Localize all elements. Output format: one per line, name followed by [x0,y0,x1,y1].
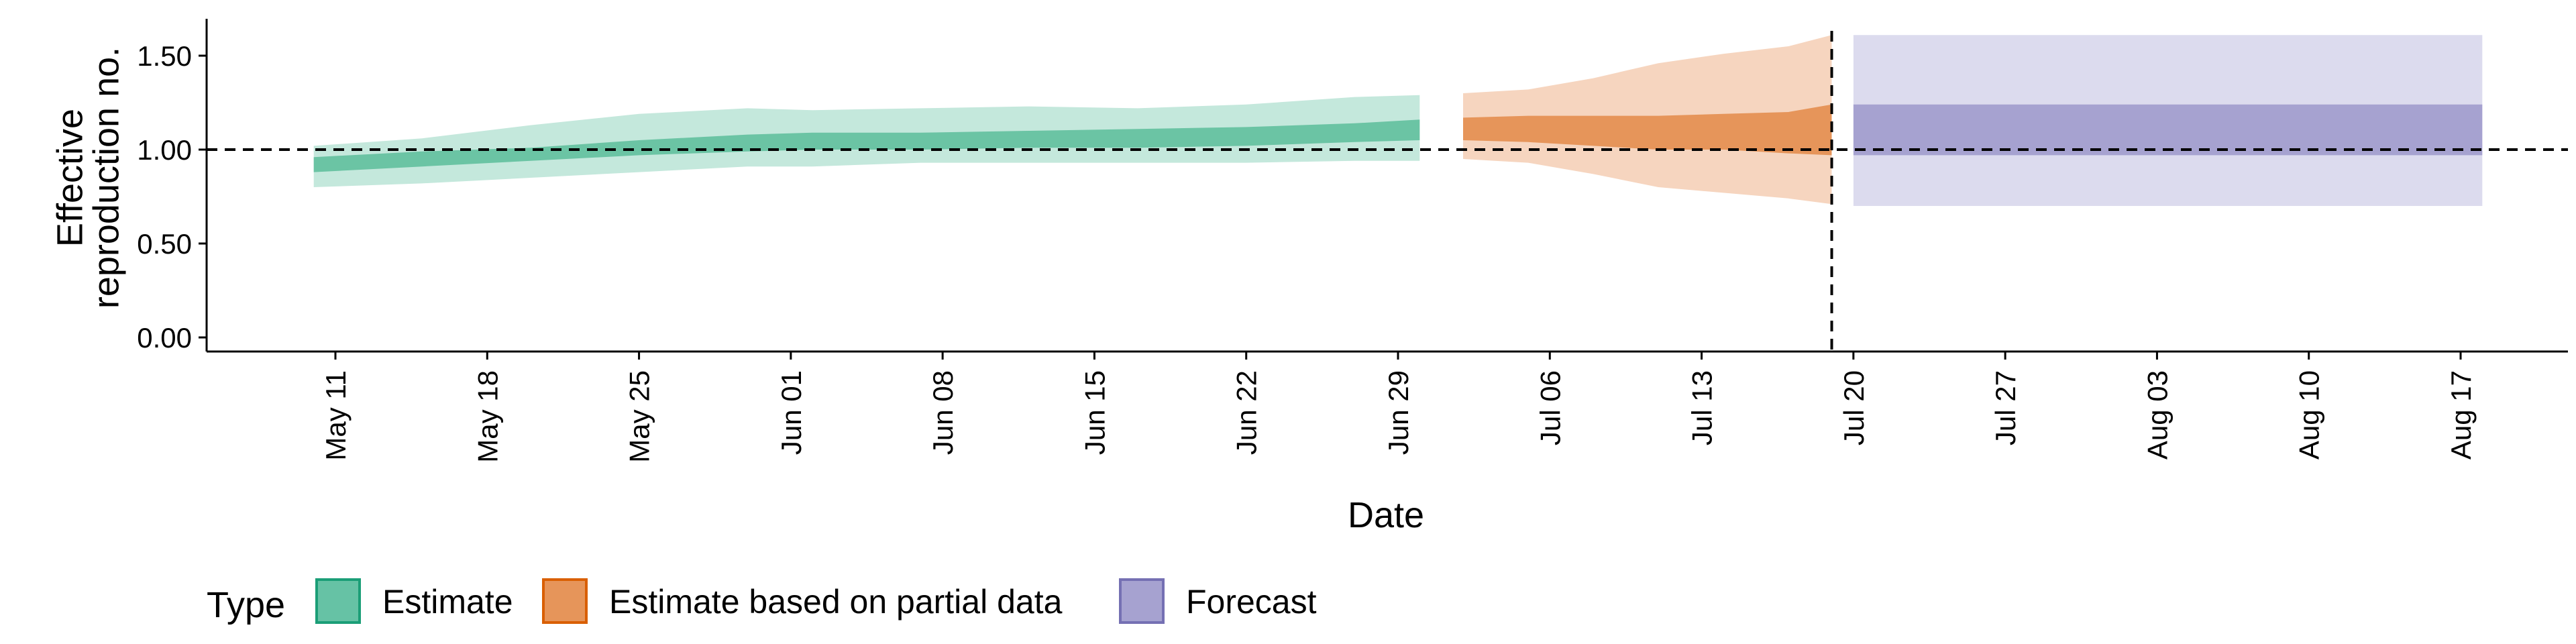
x-axis-title: Date [1348,495,1424,535]
legend-key-1 [542,578,588,624]
x-tick-label: May 11 [320,370,352,461]
uncertainty-bands [313,35,2483,207]
x-tick-label: Jun 08 [927,370,959,455]
band-inner-1 [1463,104,1832,156]
legend-label-0: Estimate [382,583,513,621]
x-tick-label: Jul 27 [1990,370,2021,445]
legend-key-2 [1119,578,1165,624]
x-tick-label: Aug 03 [2141,370,2173,460]
axes: 0.00 0.50 1.00 1.50 May 11 May 18 May 25 Jun 01… [50,19,2568,535]
legend-title: Type [207,585,285,625]
x-tick-label: Aug 10 [2294,370,2325,460]
y-axis-title: Effectivereproduction no. [50,47,126,309]
legend: Type Estimate Estimate based on partial da… [207,578,1317,625]
band-inner-2 [1853,104,2483,156]
legend-key-0 [315,578,361,624]
y-axis-title-line: Effective [50,109,90,247]
y-axis-title-line: reproduction no. [86,47,126,309]
y-tick-label: 1.00 [137,134,192,166]
x-tick-label: Jul 13 [1686,370,1718,445]
y-tick-label: 0.50 [137,228,192,260]
x-tick-label: Jun 22 [1231,370,1263,455]
x-tick-label: May 18 [472,370,503,463]
legend-label-2: Forecast [1186,583,1317,621]
x-tick-label: Jun 29 [1383,370,1414,455]
y-tick-label: 1.50 [137,40,192,72]
x-tick-label: Jun 15 [1079,370,1110,455]
x-tick-label: Aug 17 [2445,370,2477,460]
x-tick-label: Jul 20 [1838,370,1870,445]
reference-lines [207,31,2568,352]
x-tick-label: Jul 06 [1534,370,1566,445]
y-tick-label: 0.00 [137,322,192,354]
band-inner-0 [313,119,1420,172]
x-tick-label: May 25 [624,370,655,463]
x-tick-label: Jun 01 [775,370,807,455]
legend-label-1: Estimate based on partial data [609,583,1063,621]
